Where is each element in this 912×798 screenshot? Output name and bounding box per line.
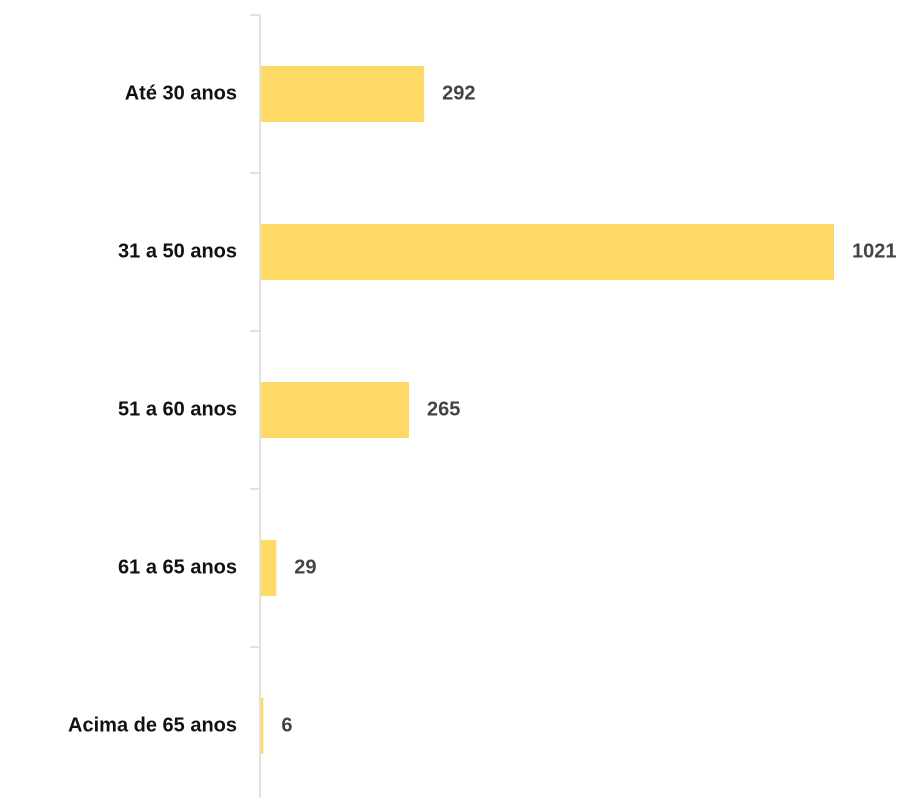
- bar: [261, 382, 409, 438]
- value-label: 1021: [852, 240, 897, 262]
- bar: [261, 540, 277, 596]
- value-label: 29: [294, 556, 316, 578]
- category-label: 61 a 65 anos: [118, 556, 237, 578]
- category-label: 51 a 60 anos: [118, 398, 237, 420]
- bar: [261, 698, 264, 754]
- value-label: 265: [427, 398, 460, 420]
- bar: [261, 224, 834, 280]
- bar: [261, 66, 425, 122]
- value-label: 6: [281, 714, 292, 736]
- category-label: Acima de 65 anos: [68, 714, 237, 736]
- value-label: 292: [442, 82, 475, 104]
- category-label: Até 30 anos: [125, 82, 237, 104]
- category-label: 31 a 50 anos: [118, 240, 237, 262]
